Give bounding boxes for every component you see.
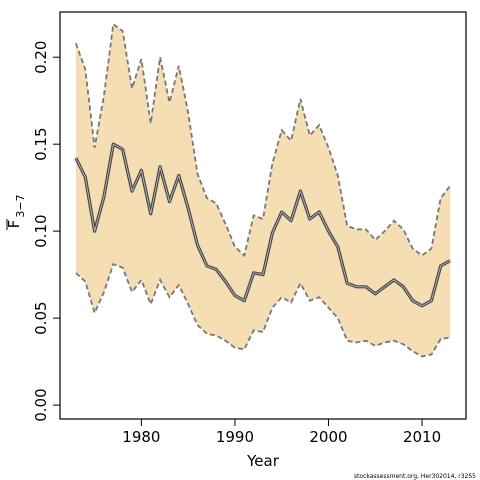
y-tick-label: 0.20 [32,41,50,74]
y-tick-label: 0.00 [32,388,50,421]
confidence-band-layer [75,22,451,358]
x-tick-label: 1990 [216,428,254,446]
upper-bound-line [75,22,451,258]
estimate-line-layer [74,142,451,308]
plot-frame [59,11,467,420]
source-footnote: stockassessment.org, Her302014, r3255 [354,473,476,480]
y-axis-title-subscript: 3−7 [14,194,27,217]
y-tick-label: 0.10 [32,214,50,247]
y-tick-label: 0.15 [32,127,50,160]
x-tick-label: 1980 [122,428,160,446]
x-tick-label: 2010 [403,428,441,446]
y-axis: 0.00 0.05 0.10 0.15 0.20 [32,41,60,422]
x-tick-label: 2000 [309,428,347,446]
y-tick-label: 0.05 [32,301,50,334]
x-axis: 1980 1990 2000 2010 [122,419,441,446]
confidence-band [75,24,451,357]
x-axis-title: Year [246,452,280,470]
lower-bound-line [75,263,451,358]
estimate-line-highlight [75,143,451,307]
y-axis-title: F 3−7 [5,194,27,230]
y-axis-title-main: F [5,220,23,229]
